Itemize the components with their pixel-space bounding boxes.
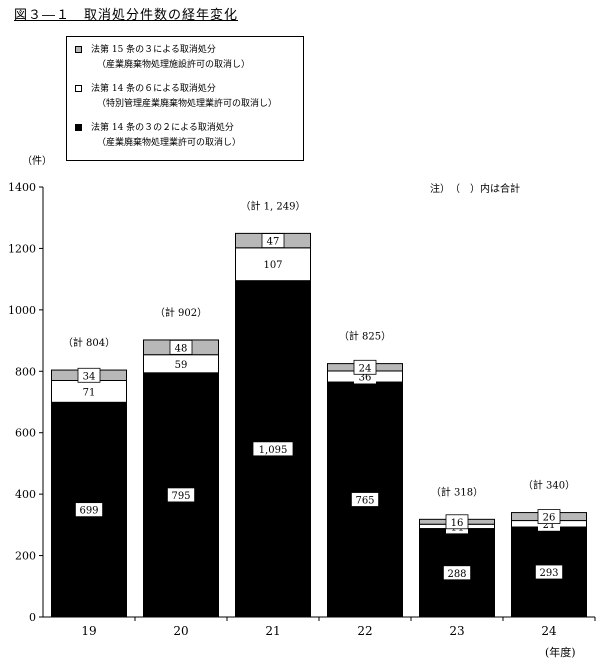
legend: 法第 15 条の３による取消処分 （産業廃棄物処理施設許可の取消し） 法第 14… bbox=[66, 36, 304, 161]
y-tick-label: 1200 bbox=[8, 242, 36, 255]
data-label-box bbox=[169, 339, 193, 355]
data-label-box bbox=[445, 514, 469, 530]
x-tick-label: 24 bbox=[541, 624, 557, 638]
data-label-box bbox=[166, 487, 195, 503]
legend-sub-art14-6: （特別管理産業廃棄物処理業許可の取消し） bbox=[97, 99, 278, 109]
data-label-box bbox=[77, 367, 101, 383]
data-label: 293 bbox=[539, 568, 558, 579]
data-label-box bbox=[537, 509, 561, 524]
data-label: 26 bbox=[543, 513, 556, 524]
legend-swatch-art15 bbox=[75, 46, 82, 53]
data-label: 107 bbox=[263, 260, 282, 271]
data-label-box bbox=[75, 502, 104, 518]
y-tick-label: 200 bbox=[15, 550, 36, 563]
total-label: （計 902） bbox=[155, 306, 207, 319]
data-label-box bbox=[353, 359, 377, 375]
y-tick-label: 400 bbox=[15, 488, 36, 501]
y-tick-label: 600 bbox=[15, 427, 36, 440]
data-label: 36 bbox=[359, 373, 372, 384]
legend-sub-art15: （産業廃棄物処理施設許可の取消し） bbox=[97, 60, 251, 70]
data-label: 34 bbox=[83, 371, 96, 382]
y-tick-label: 1400 bbox=[8, 181, 36, 194]
y-tick-label: 1000 bbox=[8, 304, 36, 317]
x-tick-label: 20 bbox=[173, 624, 188, 638]
legend-label-art14-6: 法第 14 条の６による取消処分 bbox=[91, 84, 216, 94]
x-tick-label: 23 bbox=[449, 624, 464, 638]
data-label-box bbox=[442, 565, 471, 581]
data-label-box bbox=[252, 441, 294, 457]
x-tick-label: 19 bbox=[81, 624, 96, 638]
chart-note: 注） （ ）内は合計 bbox=[430, 184, 520, 195]
data-label: 59 bbox=[175, 360, 188, 371]
data-label: 16 bbox=[451, 518, 464, 529]
data-label: 24 bbox=[359, 363, 372, 374]
x-tick-label: 21 bbox=[265, 624, 280, 638]
total-label: （計 318） bbox=[431, 485, 483, 498]
data-label-box bbox=[170, 356, 192, 371]
figure-title: 図３―１ 取消処分件数の経年変化 bbox=[14, 8, 239, 23]
total-label: （計 1, 249） bbox=[241, 199, 306, 212]
data-label: 765 bbox=[355, 496, 374, 507]
data-label: 795 bbox=[171, 491, 190, 502]
total-label: （計 825） bbox=[339, 330, 391, 343]
y-axis-unit: （件） bbox=[22, 156, 52, 167]
data-label-box bbox=[535, 564, 564, 580]
legend-label-art14-3-2: 法第 14 条の３の２による取消処分 bbox=[91, 123, 234, 133]
data-label: 48 bbox=[175, 343, 188, 354]
x-tick-label: 22 bbox=[357, 624, 372, 638]
y-tick-label: 0 bbox=[29, 611, 36, 624]
data-label: 288 bbox=[447, 569, 466, 580]
data-label-box bbox=[350, 492, 379, 507]
total-label: （計 804） bbox=[63, 336, 115, 349]
legend-label-art15: 法第 15 条の３による取消処分 bbox=[91, 45, 216, 55]
x-axis-unit: (年度) bbox=[545, 646, 576, 659]
data-label: 47 bbox=[267, 237, 280, 248]
legend-swatch-art14-3-2 bbox=[75, 124, 82, 131]
data-label: 1,095 bbox=[259, 445, 288, 456]
legend-sub-art14-3-2: （産業廃棄物処理業許可の取消し） bbox=[97, 138, 242, 148]
data-label: 699 bbox=[79, 506, 98, 517]
legend-swatch-art14-6 bbox=[75, 85, 82, 92]
data-label-box bbox=[261, 233, 285, 248]
data-label: 21 bbox=[543, 520, 556, 531]
y-tick-label: 800 bbox=[15, 365, 36, 378]
data-label: 71 bbox=[83, 387, 96, 398]
data-label-box bbox=[78, 384, 100, 399]
data-label-box bbox=[259, 257, 287, 272]
total-label: （計 340） bbox=[523, 479, 575, 492]
